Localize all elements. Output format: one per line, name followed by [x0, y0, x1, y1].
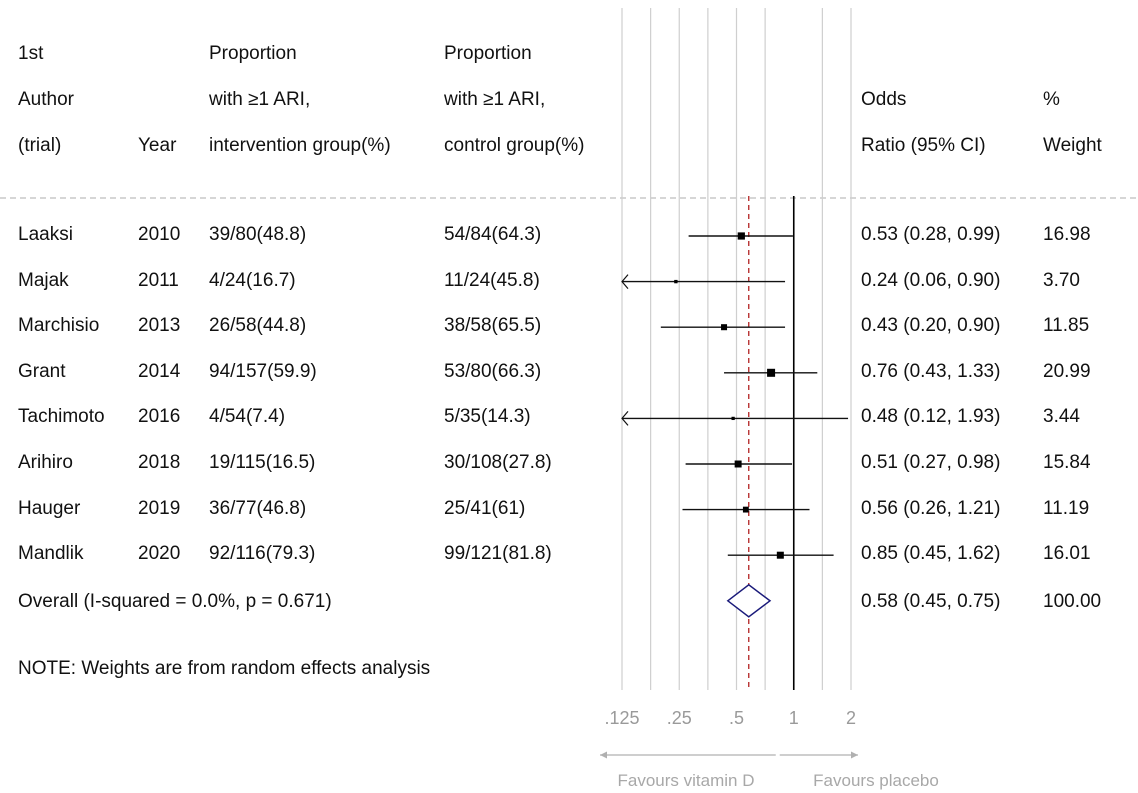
point-estimate: [721, 324, 728, 331]
study-or-text: 0.53 (0.28, 0.99): [861, 224, 1001, 245]
study-control: 53/80(66.3): [444, 360, 542, 382]
study-weight: 3.44: [1043, 406, 1080, 428]
study-author: Laaksi: [18, 224, 73, 245]
study-intervention: 36/77(46.8): [209, 497, 307, 519]
study-intervention: 19/115(16.5): [209, 452, 316, 473]
study-year: 2011: [138, 269, 179, 291]
x-tick-label: .25: [667, 708, 692, 728]
overall-weight: 100.00: [1043, 591, 1102, 612]
study-year: 2019: [138, 497, 181, 519]
x-tick-label: 2: [846, 708, 856, 728]
study-author: Hauger: [18, 497, 81, 519]
study-year: 2010: [138, 224, 181, 245]
study-year: 2018: [138, 452, 181, 473]
x-tick-label: .125: [604, 708, 639, 728]
favours-left-label: Favours vitamin D: [618, 771, 755, 790]
study-control: 30/108(27.8): [444, 452, 552, 473]
study-intervention: 92/116(79.3): [209, 543, 316, 565]
x-tick-label: 1: [789, 708, 799, 728]
study-author: Majak: [18, 269, 69, 291]
study-or-text: 0.85 (0.45, 1.62): [861, 543, 1001, 565]
header-control-line3: control group(%): [444, 135, 585, 156]
study-or-text: 0.56 (0.26, 1.21): [861, 497, 1001, 519]
study-weight: 20.99: [1043, 360, 1091, 382]
study-weight: 16.01: [1043, 543, 1091, 565]
study-control: 54/84(64.3): [444, 224, 542, 245]
study-control: 11/24(45.8): [444, 269, 540, 291]
header-weight-line2: Weight: [1043, 135, 1102, 156]
study-intervention: 39/80(48.8): [209, 224, 307, 245]
study-year: 2013: [138, 315, 181, 337]
footnote: NOTE: Weights are from random effects an…: [18, 658, 431, 679]
header-control-line1: Proportion: [444, 43, 532, 64]
header-intervention-line3: intervention group(%): [209, 135, 391, 156]
favours-right-arrowhead: [851, 751, 858, 759]
study-or-text: 0.24 (0.06, 0.90): [861, 269, 1001, 291]
study-or-text: 0.76 (0.43, 1.33): [861, 360, 1001, 382]
study-intervention: 94/157(59.9): [209, 360, 317, 382]
point-estimate: [674, 279, 678, 284]
study-or-text: 0.43 (0.20, 0.90): [861, 315, 1001, 337]
header-or-line2: Ratio (95% CI): [861, 135, 986, 156]
point-estimate: [731, 416, 735, 421]
overall-diamond: [726, 583, 772, 618]
point-estimate: [734, 460, 742, 468]
favours-right-label: Favours placebo: [813, 771, 939, 790]
x-tick-label: .5: [729, 708, 744, 728]
point-estimate: [776, 551, 784, 559]
header-intervention-line2: with ≥1 ARI,: [209, 89, 311, 110]
study-author: Grant: [18, 360, 66, 382]
study-weight: 11.19: [1043, 497, 1090, 519]
study-intervention: 4/54(7.4): [209, 406, 286, 428]
point-estimate: [742, 506, 749, 513]
header-control-line2: with ≥1 ARI,: [444, 89, 546, 110]
overall-label: Overall (I-squared = 0.0%, p = 0.671): [18, 591, 332, 612]
study-author: Tachimoto: [18, 406, 105, 428]
header-year: Year: [138, 135, 177, 156]
study-year: 2020: [138, 543, 181, 565]
header-author-line3: (trial): [18, 135, 62, 156]
favours-left-arrowhead: [600, 751, 607, 759]
header-weight-line1: %: [1043, 89, 1060, 110]
point-estimate: [767, 368, 776, 377]
study-weight: 15.84: [1043, 452, 1091, 473]
header-or-line1: Odds: [861, 89, 907, 110]
study-author: Mandlik: [18, 543, 84, 565]
study-or-text: 0.48 (0.12, 1.93): [861, 406, 1001, 428]
study-author: Arihiro: [18, 452, 73, 473]
ci-clip-arrow: [621, 411, 629, 426]
study-weight: 16.98: [1043, 224, 1091, 245]
study-author: Marchisio: [18, 315, 100, 337]
header-intervention-line1: Proportion: [209, 43, 297, 64]
study-or-text: 0.51 (0.27, 0.98): [861, 452, 1001, 473]
study-weight: 11.85: [1043, 315, 1090, 337]
point-estimate: [737, 232, 745, 240]
study-intervention: 26/58(44.8): [209, 315, 307, 337]
header-author-line2: Author: [18, 89, 74, 110]
study-control: 25/41(61): [444, 497, 526, 519]
overall-or-text: 0.58 (0.45, 0.75): [861, 591, 1001, 612]
study-control: 5/35(14.3): [444, 406, 531, 428]
study-control: 38/58(65.5): [444, 315, 542, 337]
study-control: 99/121(81.8): [444, 543, 552, 565]
study-weight: 3.70: [1043, 269, 1080, 291]
study-intervention: 4/24(16.7): [209, 269, 296, 291]
study-year: 2016: [138, 406, 181, 428]
study-year: 2014: [138, 360, 181, 382]
ci-clip-arrow: [621, 274, 629, 289]
header-author-line1: 1st: [18, 43, 44, 64]
